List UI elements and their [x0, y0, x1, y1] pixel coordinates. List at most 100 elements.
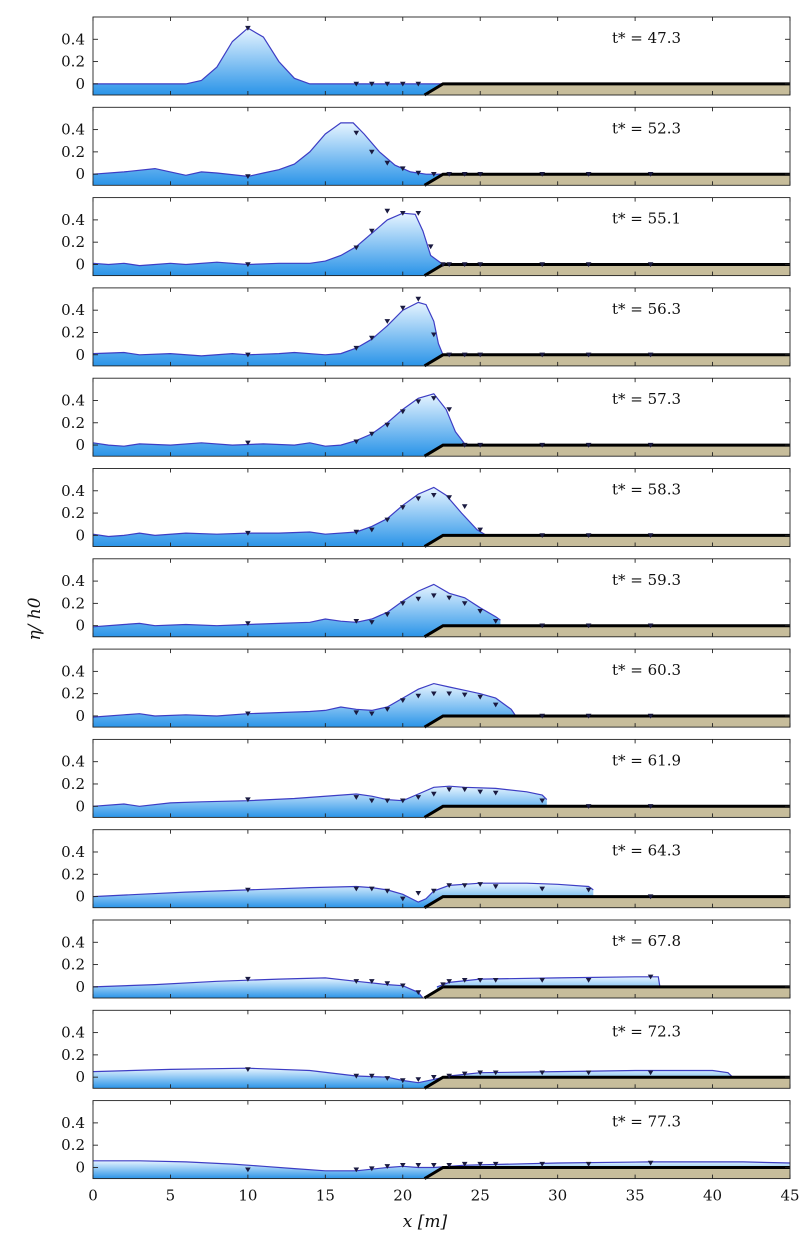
gauge-measurement-point: [647, 352, 654, 358]
gauge-measurement-point: [585, 623, 592, 629]
gauge-measurement-point: [446, 172, 452, 177]
beach-bed-line: [423, 82, 790, 97]
gauge-measurement-point: [431, 396, 437, 401]
gauge-measurement-point: [384, 517, 391, 523]
panel-frame: [92, 377, 791, 457]
y-tick-label: 0.2: [61, 53, 85, 71]
gauge-measurement-point: [369, 335, 375, 341]
gauge-measurement-point: [431, 172, 437, 177]
time-label: t* = 77.3: [612, 1113, 681, 1131]
gauge-measurement-point: [647, 804, 654, 809]
gauge-measurement-point: [647, 974, 654, 980]
gauge-measurement-point: [492, 1161, 499, 1167]
gauge-measurement-point: [477, 442, 483, 448]
gauge-measurement-point: [400, 505, 406, 511]
gauge-measurement-point: [431, 593, 437, 599]
gauge-measurement-point: [585, 1070, 592, 1076]
beach-bed-line: [423, 533, 790, 548]
gauge-measurement-point: [384, 319, 391, 324]
gauge-measurement-point: [477, 1070, 483, 1076]
gauge-measurement-point: [245, 621, 251, 626]
gauge-measurement-point: [647, 713, 654, 719]
gauge-measurement-point: [369, 81, 375, 87]
gauge-measurement-point: [539, 886, 545, 892]
panel-6: 0.4 0.2 0 t* = 58.3: [61, 468, 791, 548]
y-tick-label: 0: [75, 1158, 85, 1176]
y-tick-label: 0.2: [61, 143, 85, 161]
gauge-measurement-point: [492, 1070, 499, 1076]
gauge-measurement-point: [431, 888, 437, 894]
y-tick-label: 0: [75, 707, 85, 725]
gauge-measurement-point: [400, 798, 406, 804]
gauge-measurement-point: [585, 172, 592, 177]
gauge-measurement-point: [585, 533, 592, 538]
gauge-measurement-point: [415, 596, 422, 602]
beach-bed-line: [423, 1166, 790, 1180]
gauge-measurement-point: [461, 262, 468, 268]
gauge-measurement-point: [384, 798, 391, 804]
gauge-measurement-point: [461, 787, 468, 793]
gauge-measurement-point: [461, 1071, 468, 1077]
gauge-measurement-point: [353, 886, 360, 892]
gauge-measurement-point: [585, 887, 592, 893]
panel-13: 0.4 0.2 0 t* = 77.3: [61, 1100, 791, 1180]
y-tick-label: 0: [75, 436, 85, 454]
gauge-measurement-point: [415, 1163, 422, 1168]
gauge-measurement-point: [477, 352, 483, 358]
sand-beach: [424, 1077, 790, 1089]
x-tick-label: 5: [166, 1187, 176, 1205]
gauge-measurement-point: [245, 1067, 251, 1072]
gauge-measurement-point: [647, 262, 654, 268]
gauge-measurement-point: [353, 795, 360, 800]
gauge-measurement-point: [585, 713, 592, 719]
gauge-measurement-point: [585, 352, 592, 358]
gauge-measurement-point: [384, 160, 391, 166]
panel-frame: [92, 558, 791, 638]
gauge-measurement-point: [477, 609, 483, 614]
y-tick-label: 0: [75, 978, 85, 996]
gauge-measurement-point: [440, 262, 446, 268]
panel-frame: [92, 287, 791, 367]
gauge-measurement-point: [446, 595, 452, 601]
y-tick-label: 0.4: [61, 482, 85, 500]
gauge-measurement-point: [384, 422, 391, 428]
x-tick-label: 40: [703, 1187, 722, 1205]
sand-beach: [424, 445, 790, 457]
panel-frame: [92, 1100, 791, 1180]
gauge-measurement-point: [353, 1073, 360, 1079]
gauge-measurement-point: [539, 172, 545, 177]
gauge-measurement-point: [415, 795, 422, 800]
x-tick-label: 35: [626, 1187, 645, 1205]
gauge-measurement-point: [415, 296, 422, 302]
gauge-measurement-point: [539, 713, 545, 719]
gauge-measurement-point: [384, 208, 391, 214]
panel-4: 0.4 0.2 0 t* = 56.3: [61, 287, 791, 368]
y-tick-label: 0.2: [61, 685, 85, 703]
panel-frame: [92, 106, 791, 186]
gauge-measurement-point: [353, 345, 360, 351]
sand-beach: [424, 806, 790, 818]
y-tick-label: 0.4: [61, 662, 85, 680]
panel-1: 0.4 0.2 0 t* = 47.3: [61, 16, 791, 97]
time-label: t* = 67.8: [612, 932, 681, 950]
y-tick-label: 0: [75, 526, 85, 544]
gauge-measurement-point: [245, 440, 251, 446]
panel-3: 0.4 0.2 0 t* = 55.1: [61, 197, 791, 277]
y-tick-label: 0.2: [61, 1136, 85, 1154]
gauge-measurement-point: [369, 1073, 375, 1079]
gauge-measurement-point: [415, 496, 422, 502]
gauge-measurement-point: [477, 978, 483, 983]
gauge-measurement-point: [446, 691, 452, 697]
beach-bed-line: [423, 804, 790, 819]
panel-frame: [92, 1009, 791, 1089]
gauge-measurement-point: [353, 245, 360, 251]
gauge-measurement-point: [585, 978, 592, 983]
gauge-measurement-point: [461, 172, 468, 177]
gauge-measurement-point: [400, 166, 406, 172]
gauge-measurement-point: [461, 601, 468, 606]
water-surface-line: [92, 785, 548, 807]
panels-group: 0.4 0.2 0 t* = 47.3 0.4 0.2 0 t* = 52.3 0.4 0.2 0 t…: [61, 16, 791, 1180]
y-tick-label: 0: [75, 888, 85, 906]
gauge-measurement-point: [400, 983, 406, 989]
x-tick-label: 10: [238, 1187, 257, 1205]
